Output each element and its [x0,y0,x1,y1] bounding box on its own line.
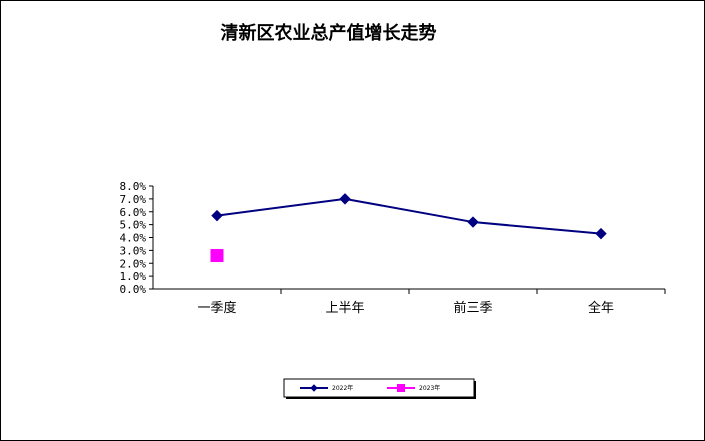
x-tick-label: 一季度 [197,300,236,316]
y-tick-label: 2.0% [120,257,147,270]
legend-label: 2023年 [419,384,440,392]
y-tick-label: 4.0% [120,232,147,245]
y-tick-label: 5.0% [120,219,147,232]
series-point-0 [467,216,479,228]
legend-swatch-marker [310,384,318,392]
y-tick-label: 1.0% [120,270,147,283]
x-tick-label: 上半年 [325,301,364,316]
y-tick-label: 3.0% [120,244,147,257]
legend-label: 2022年 [332,384,353,392]
y-tick-label: 6.0% [120,206,147,219]
series-point-1 [210,249,224,263]
legend-swatch-marker [397,384,405,392]
chart-title: 清新区农业总产值增长走势 [220,23,437,44]
series-line-0 [216,197,602,235]
series-point-0 [595,227,607,240]
series-point-0 [339,193,351,205]
y-tick-label: 8.0% [120,180,147,193]
y-tick-label: 0.0% [120,283,147,296]
y-tick-label: 7.0% [120,193,147,206]
legend-box [283,378,475,398]
series-point-0 [211,209,223,222]
x-tick-label: 全年 [588,300,614,316]
x-tick-label: 前三季 [453,300,492,316]
